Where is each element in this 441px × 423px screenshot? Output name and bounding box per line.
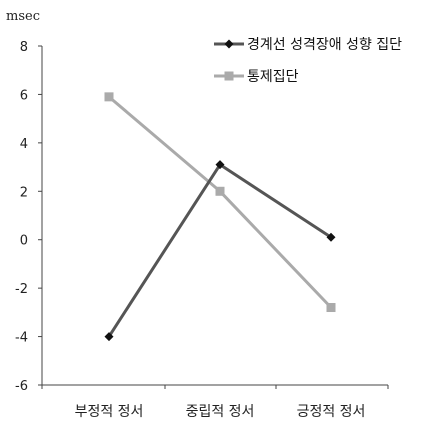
x-category-label: 긍정적 정서 (297, 404, 366, 420)
x-category-label: 중립적 정서 (186, 404, 255, 420)
y-tick-label: -6 (15, 379, 28, 394)
y-tick-label: 2 (20, 185, 28, 200)
data-point (215, 160, 225, 170)
series-0 (104, 160, 336, 342)
legend-swatch-marker (224, 71, 234, 81)
y-axis-unit-label: msec (6, 9, 40, 24)
axes (41, 46, 388, 386)
y-axis-ticks: -6 -4 -2 0 2 4 6 8 (15, 40, 42, 394)
series-line (108, 95, 333, 309)
x-axis-ticks: 부정적 정서 중립적 정서 긍정적 정서 (41, 385, 389, 420)
series-1 (104, 92, 336, 313)
x-category-label: 부정적 정서 (75, 404, 144, 420)
legend-entry: 경계선 성격장애 성향 집단 (214, 37, 402, 53)
y-tick-label: -2 (15, 282, 28, 297)
legend-label: 경계선 성격장애 성향 집단 (247, 37, 402, 53)
data-point (215, 186, 225, 196)
data-point (326, 232, 336, 242)
series-layer (104, 92, 336, 342)
data-point (326, 303, 336, 313)
data-point (104, 332, 114, 342)
legend-swatch-marker (224, 39, 234, 49)
data-point (104, 92, 114, 102)
y-tick-label: 0 (20, 234, 28, 249)
legend-entry: 통제집단 (214, 69, 299, 85)
y-tick-label: -4 (15, 331, 28, 346)
y-tick-label: 6 (20, 88, 28, 103)
legend-label: 통제집단 (247, 69, 299, 85)
y-tick-label: 4 (20, 137, 28, 152)
y-tick-label: 8 (20, 40, 28, 55)
